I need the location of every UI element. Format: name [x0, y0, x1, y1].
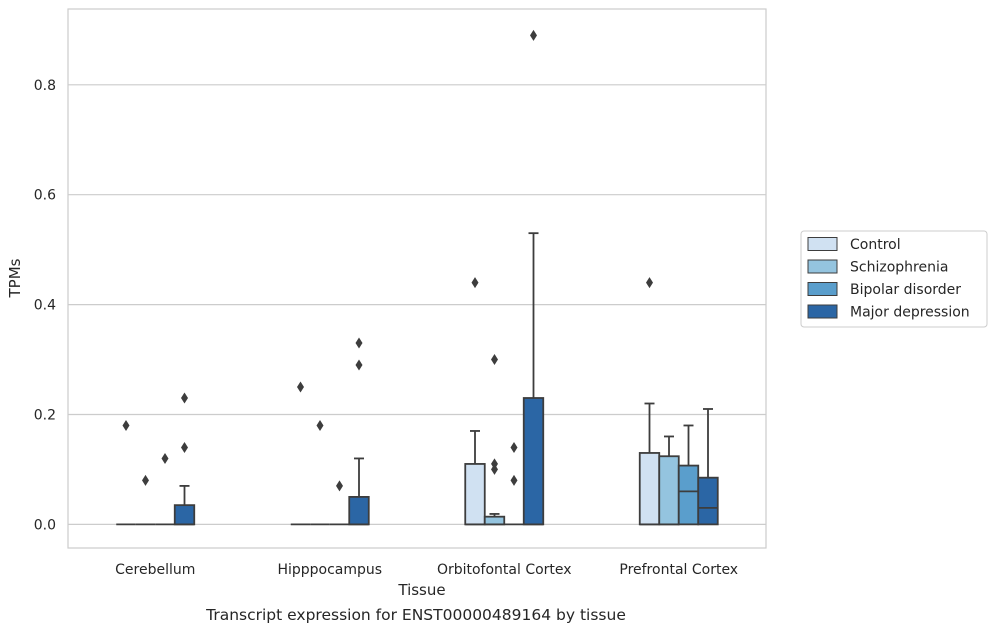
- outlier-point: [355, 359, 363, 371]
- box-major-depression: [697, 408, 719, 526]
- box-body: [464, 463, 486, 526]
- box-body: [483, 515, 506, 526]
- x-tick-label: Hipppocampus: [277, 562, 382, 578]
- box-major-depression: [348, 337, 370, 526]
- box-schizophrenia: [135, 474, 156, 526]
- outlier-point: [316, 419, 324, 431]
- legend-label: Major depression: [850, 305, 970, 321]
- box-body: [677, 464, 700, 526]
- outlier-point: [355, 337, 363, 349]
- box-control: [290, 381, 311, 526]
- legend-swatch: [807, 259, 838, 274]
- box-control: [116, 419, 136, 526]
- outlier-point: [181, 392, 188, 404]
- outlier-point: [161, 452, 169, 464]
- box-body: [697, 476, 719, 526]
- x-axis-label: Tissue: [397, 581, 445, 599]
- outlier-point: [336, 480, 343, 492]
- box-body: [658, 455, 680, 526]
- box-schizophrenia: [310, 419, 330, 526]
- box-schizophrenia: [658, 435, 680, 526]
- y-tick-labels: 0.0 0.2 0.4 0.6 0.8: [34, 78, 56, 534]
- outlier-point: [297, 381, 304, 393]
- legend-label: Schizophrenia: [850, 260, 948, 276]
- y-tick-label: 0.8: [34, 78, 56, 94]
- box-body: [638, 452, 661, 526]
- legend: Control Schizophrenia Bipolar disorder Majo…: [800, 230, 988, 328]
- boxes: [116, 29, 719, 526]
- legend-swatch: [807, 304, 838, 319]
- box-major-depression: [522, 29, 545, 526]
- box-body: [348, 496, 370, 526]
- outlier-point: [510, 474, 518, 486]
- y-tick-label: 0.4: [34, 298, 56, 314]
- legend-swatch: [807, 237, 838, 251]
- outlier-point: [510, 441, 518, 453]
- outlier-point: [646, 277, 653, 289]
- outlier-point: [122, 419, 130, 431]
- y-axis-label: TPMs: [6, 258, 24, 298]
- box-major-depression: [173, 392, 196, 526]
- legend-label: Control: [850, 237, 901, 253]
- box-bipolar-disorder: [155, 452, 175, 526]
- outlier-point: [181, 441, 188, 453]
- outlier-point: [491, 463, 498, 475]
- outlier-point: [530, 29, 537, 41]
- box-body: [173, 504, 196, 526]
- outlier-point: [142, 474, 149, 486]
- legend-frame: [800, 230, 988, 328]
- box-body: [522, 397, 545, 526]
- x-tick-labels: Cerebellum Hipppocampus Orbitofontal Corte…: [115, 562, 738, 578]
- legend-swatch: [807, 282, 838, 296]
- x-tick-label: Prefrontal Cortex: [619, 562, 738, 578]
- box-bipolar-disorder: [677, 424, 700, 526]
- box-control: [638, 277, 661, 526]
- y-tick-label: 0.2: [34, 407, 56, 423]
- y-tick-label: 0.0: [34, 517, 56, 533]
- box-schizophrenia: [483, 354, 506, 526]
- box-bipolar-disorder: [329, 480, 350, 526]
- figure-caption: Transcript expression for ENST0000048916…: [206, 606, 626, 624]
- box-bipolar-disorder: [504, 441, 524, 526]
- outlier-point: [491, 354, 498, 366]
- x-tick-label: Cerebellum: [115, 562, 195, 578]
- box-control: [464, 277, 486, 526]
- x-tick-label: Orbitofontal Cortex: [437, 562, 572, 578]
- y-tick-label: 0.6: [34, 188, 56, 204]
- legend-label: Bipolar disorder: [850, 282, 961, 298]
- outlier-point: [471, 277, 479, 289]
